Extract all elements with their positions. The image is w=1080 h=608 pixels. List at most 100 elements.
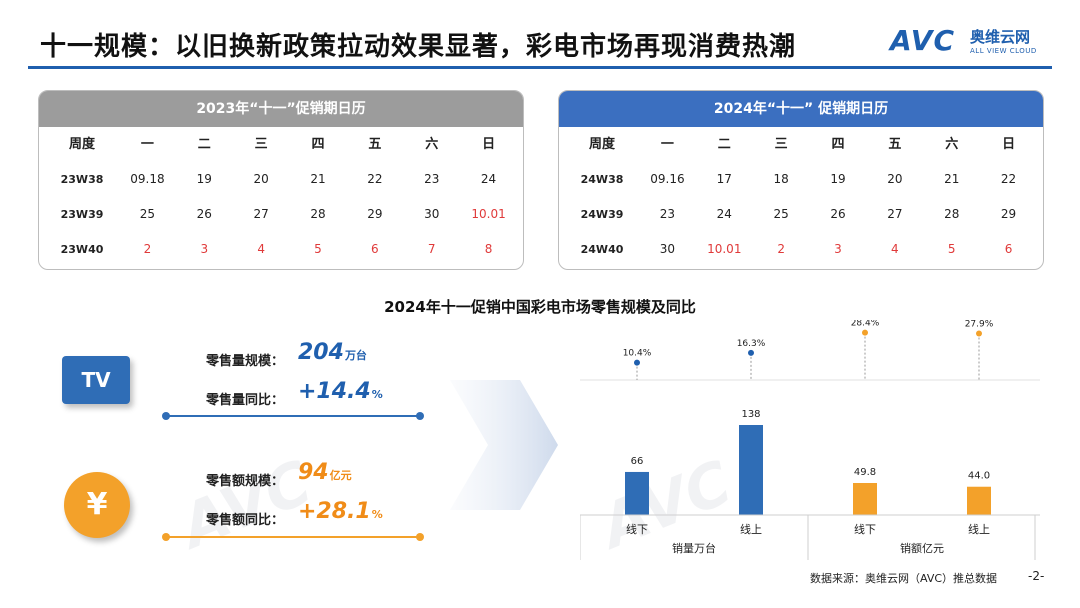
calendar-day: 26 xyxy=(830,207,846,221)
yoy-marker xyxy=(748,349,754,356)
calendar-day: 27 xyxy=(887,207,903,221)
revenue-label: 零售额规模： xyxy=(206,474,285,489)
calendar-day: 21 xyxy=(944,172,960,186)
calendar-day-holiday: 8 xyxy=(484,242,493,256)
bar-value-label: 49.8 xyxy=(854,467,876,478)
revenue-yoy-number: +28.1 xyxy=(298,499,371,524)
weekday-header: 二 xyxy=(197,137,211,152)
weekday-header: 二 xyxy=(717,137,731,152)
week-column-header: 周度 xyxy=(588,137,615,152)
category-label: 线下 xyxy=(626,522,648,536)
bar-1 xyxy=(739,425,763,515)
bar-3 xyxy=(967,486,991,515)
calendar-day: 23 xyxy=(659,207,676,221)
data-source: 数据来源：奥维云网（AVC）推总数据 xyxy=(810,572,998,585)
weekday-header: 三 xyxy=(774,137,788,152)
calendar-2024: 2024年“十一” 促销期日历 周度 一 二 三 四 五 六 日 24W38 09.16 17 18 1… xyxy=(558,90,1044,270)
calendar-day: 30 xyxy=(424,207,440,221)
weekday-header: 六 xyxy=(425,137,439,152)
calendar-day: 28 xyxy=(310,207,326,221)
revenue-yoy-unit: % xyxy=(371,508,383,521)
calendar-day-holiday: 6 xyxy=(1004,242,1013,256)
calendar-grid: 周度一二三四五六日 24W38 09.16 17 18 19 20 21 22 24W39 23 24… xyxy=(559,127,1043,267)
week-label: 23W40 xyxy=(60,243,104,256)
bar-2 xyxy=(853,483,877,515)
volume-value: 204万台 xyxy=(298,340,367,365)
volume-yoy-value: +14.4% xyxy=(298,379,383,404)
calendar-day: 20 xyxy=(253,172,269,186)
weekday-header: 三 xyxy=(254,137,268,152)
calendar-day-holiday: 2 xyxy=(777,242,785,256)
calendar-day-holiday: 4 xyxy=(891,242,899,256)
logo-en-text: ALL VIEW CLOUD xyxy=(970,47,1037,55)
calendar-day-holiday: 2 xyxy=(143,242,152,256)
calendar-day: 24 xyxy=(716,207,732,221)
week-label: 24W40 xyxy=(580,243,624,256)
logo-mark: AVC xyxy=(890,24,955,57)
category-label: 线上 xyxy=(740,522,762,536)
logo-cn-text: 奥维云网 xyxy=(970,28,1031,46)
bar-value-label: 44.0 xyxy=(968,471,990,482)
yen-icon: ¥ xyxy=(64,472,130,538)
calendar-day-holiday: 3 xyxy=(200,242,209,256)
revenue-number: 94 xyxy=(298,460,329,485)
calendar-day: 25 xyxy=(773,207,789,221)
tv-icon: TV xyxy=(62,356,130,404)
calendar-day: 28 xyxy=(944,207,960,221)
calendar-day-holiday: 5 xyxy=(314,242,322,256)
header-divider xyxy=(28,66,1052,69)
bar-value-label: 138 xyxy=(741,409,760,420)
calendar-day: 24 xyxy=(480,172,497,186)
calendar-day: 29 xyxy=(1000,207,1017,221)
weekday-header: 五 xyxy=(368,137,382,152)
calendar-day-holiday: 4 xyxy=(257,242,265,256)
revenue-yoy-label: 零售额同比： xyxy=(206,513,285,528)
calendar-day: 22 xyxy=(367,172,383,186)
volume-label: 零售量规模： xyxy=(206,354,285,369)
revenue-unit: 亿元 xyxy=(329,469,352,482)
calendar-day-holiday: 7 xyxy=(427,242,436,256)
calendar-day: 19 xyxy=(196,172,212,186)
yoy-label: 28.4% xyxy=(851,320,880,329)
calendar-day: 26 xyxy=(196,207,212,221)
bar-0 xyxy=(625,471,649,515)
calendar-day: 09.16 xyxy=(650,172,685,186)
volume-divider xyxy=(162,412,424,420)
calendar-day: 30 xyxy=(659,242,676,256)
yoy-label: 27.9% xyxy=(965,320,994,330)
page-number: -2- xyxy=(1028,569,1045,583)
calendar-day-holiday: 5 xyxy=(947,242,956,256)
calendar-day-holiday: 10.01 xyxy=(471,207,506,221)
volume-yoy-unit: % xyxy=(371,388,383,401)
calendar-day: 20 xyxy=(887,172,903,186)
calendar-grid: 周度一二三四五六日 23W38 09.18 19 20 21 22 23 24 23W39 25 26… xyxy=(39,127,523,267)
calendar-2023: 2023年“十一”促销期日历 周度一二三四五六日 23W38 09.18 19 20 21… xyxy=(38,90,524,270)
week-label: 23W39 xyxy=(60,208,104,221)
group-label: 销量万台 xyxy=(672,541,716,555)
yoy-marker xyxy=(634,359,640,366)
calendar-day: 29 xyxy=(367,207,383,221)
weekday-header: 四 xyxy=(311,137,325,152)
calendar-day-holiday: 3 xyxy=(834,242,842,256)
arrow-right-icon xyxy=(450,380,558,510)
calendar-day: 21 xyxy=(310,172,326,186)
calendar-day: 22 xyxy=(1000,172,1017,186)
calendar-day: 19 xyxy=(830,172,846,186)
weekday-header: 五 xyxy=(888,137,902,152)
calendar-day: 25 xyxy=(139,207,156,221)
revenue-divider xyxy=(162,533,424,541)
page-title: 十一规模：以旧换新政策拉动效果显著，彩电市场再现消费热潮 xyxy=(40,32,797,62)
week-column-header: 周度 xyxy=(68,137,95,152)
weekday-header: 一 xyxy=(660,137,674,152)
calendar-day: 09.18 xyxy=(130,172,165,186)
calendar-day: 27 xyxy=(253,207,269,221)
avc-logo: AVC 奥维云网 ALL VIEW CLOUD xyxy=(890,24,1060,60)
week-label: 23W38 xyxy=(60,173,104,186)
group-label: 销额亿元 xyxy=(900,541,944,555)
weekday-header: 日 xyxy=(1002,137,1016,152)
yoy-label: 10.4% xyxy=(623,349,652,359)
calendar-day-holiday: 6 xyxy=(371,242,379,256)
calendar-day: 18 xyxy=(773,172,789,186)
volume-unit: 万台 xyxy=(344,349,367,362)
